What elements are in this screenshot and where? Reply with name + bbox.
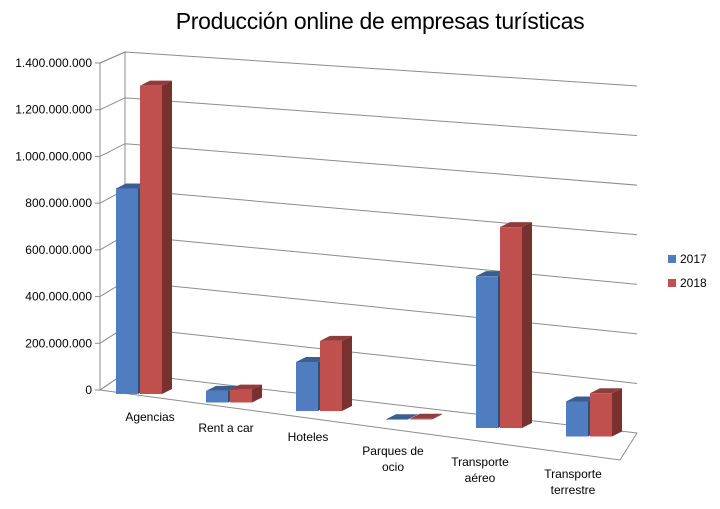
- legend-swatch-2018: [668, 279, 676, 287]
- y-axis-ticks: 0 200.000.000 400.000.000 600.000.000 800.00…: [15, 56, 100, 397]
- gridline: [99, 51, 638, 87]
- legend-item-2018: 2018: [668, 271, 707, 295]
- y-tick-label: 1.000.000.000: [15, 149, 92, 163]
- bar-2018-cat-2: [320, 335, 352, 411]
- y-tick-label: 200.000.000: [25, 336, 92, 350]
- bar-side: [432, 413, 442, 420]
- legend-swatch-2017: [668, 255, 676, 263]
- legend-label-2018: 2018: [680, 276, 707, 290]
- bar-side: [612, 388, 622, 437]
- chart-walls: [98, 51, 638, 461]
- gridline: [99, 143, 638, 186]
- bar-front: [386, 419, 408, 420]
- bar-front: [230, 389, 252, 403]
- legend: 2017 2018: [668, 247, 707, 295]
- bar-front: [566, 401, 588, 437]
- bar-side: [162, 80, 172, 394]
- bar-2018-cat-4: [500, 222, 532, 428]
- category-label-5: Transporte terrestre: [544, 467, 602, 497]
- category-label-3: Parques de ocio: [362, 444, 424, 474]
- gridline: [99, 97, 638, 137]
- bar-top: [500, 222, 532, 228]
- bar-side: [252, 384, 262, 403]
- bar-top: [410, 413, 442, 419]
- y-tick-label: 1.400.000.000: [15, 56, 92, 70]
- legend-label-2017: 2017: [680, 252, 707, 266]
- bar-top: [140, 80, 172, 86]
- gridline: [99, 326, 638, 384]
- bar-side: [408, 414, 418, 420]
- bar-side: [522, 222, 532, 428]
- legend-item-2017: 2017: [668, 247, 707, 271]
- bar-front: [140, 85, 162, 394]
- category-label-0: Agencias: [125, 410, 174, 424]
- bar-front: [590, 393, 612, 437]
- bar-front: [206, 390, 228, 403]
- bars: [116, 80, 622, 437]
- y-tick-label: 800.000.000: [25, 196, 92, 210]
- gridlines: [99, 51, 638, 384]
- bar-front: [410, 418, 432, 420]
- gridline: [99, 189, 638, 236]
- chart-title: Producción online de empresas turísticas: [175, 8, 585, 34]
- bar-2017-cat-3: [386, 414, 418, 420]
- category-label-1: Rent a car: [198, 421, 253, 435]
- bar-front: [116, 188, 138, 394]
- category-label-2: Hoteles: [288, 430, 329, 444]
- bar-top: [206, 385, 238, 391]
- gridline: [99, 280, 638, 335]
- bar-top: [230, 384, 262, 390]
- bar-2018-cat-0: [140, 80, 172, 394]
- bar-top: [590, 388, 622, 394]
- bar-top: [386, 414, 418, 420]
- bar-2018-cat-5: [590, 388, 622, 437]
- bar-top: [320, 335, 352, 341]
- bar-front: [296, 361, 318, 411]
- y-tick-label: 400.000.000: [25, 290, 92, 304]
- gridline: [99, 234, 638, 285]
- bar-front: [320, 340, 342, 411]
- bar-2018-cat-1: [230, 384, 262, 403]
- category-labels: Agencias Rent a car Hoteles Parques de ocio T…: [125, 410, 602, 497]
- y-tick-label: 0: [85, 383, 92, 397]
- y-tick-label: 600.000.000: [25, 243, 92, 257]
- category-label-4: Transporte aéreo: [451, 455, 509, 485]
- bar-side: [342, 335, 352, 411]
- y-tick-label: 1.200.000.000: [15, 103, 92, 117]
- bar-2018-cat-3: [410, 413, 442, 420]
- bar-front: [500, 227, 522, 428]
- bar-front: [476, 276, 498, 428]
